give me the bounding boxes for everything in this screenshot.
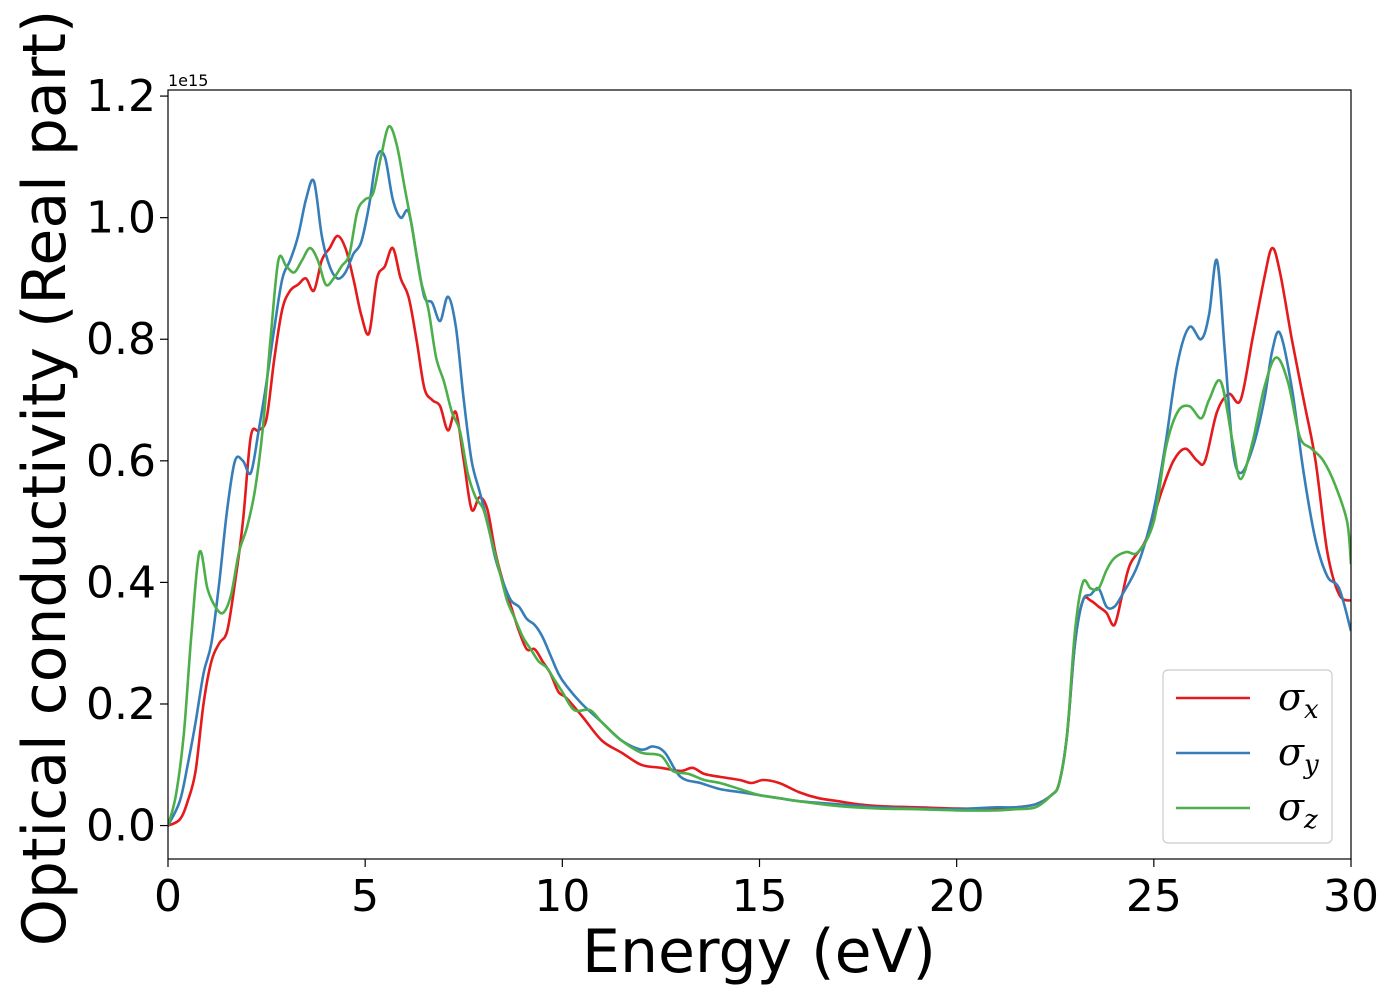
x-tick-label: 20 bbox=[929, 871, 985, 922]
series-line-x bbox=[168, 234, 1351, 827]
y-tick-label: 0.4 bbox=[86, 557, 156, 608]
y-axis-title: Optical conductivity (Real part) bbox=[10, 10, 80, 947]
y-tick-label: 0.8 bbox=[86, 314, 156, 365]
y-tick-label: 1.2 bbox=[86, 71, 156, 122]
x-tick-label: 25 bbox=[1126, 871, 1182, 922]
y-tick-label: 0.6 bbox=[86, 436, 156, 487]
series-line-y bbox=[168, 149, 1351, 827]
y-axis-offset-label: 1e15 bbox=[168, 71, 208, 90]
x-tick-label: 0 bbox=[154, 871, 182, 922]
x-tick-label: 10 bbox=[534, 871, 590, 922]
legend-box bbox=[1162, 669, 1333, 844]
x-tick-label: 5 bbox=[351, 871, 379, 922]
y-tick-label: 0.0 bbox=[86, 801, 156, 852]
x-axis-title: Energy (eV) bbox=[582, 917, 936, 987]
legend-label-z: σz bbox=[1278, 785, 1318, 835]
y-tick-label: 0.2 bbox=[86, 679, 156, 730]
x-tick-label: 30 bbox=[1323, 871, 1379, 922]
x-tick-label: 15 bbox=[732, 871, 788, 922]
series-line-z bbox=[168, 124, 1351, 826]
y-tick-label: 1.0 bbox=[86, 193, 156, 244]
